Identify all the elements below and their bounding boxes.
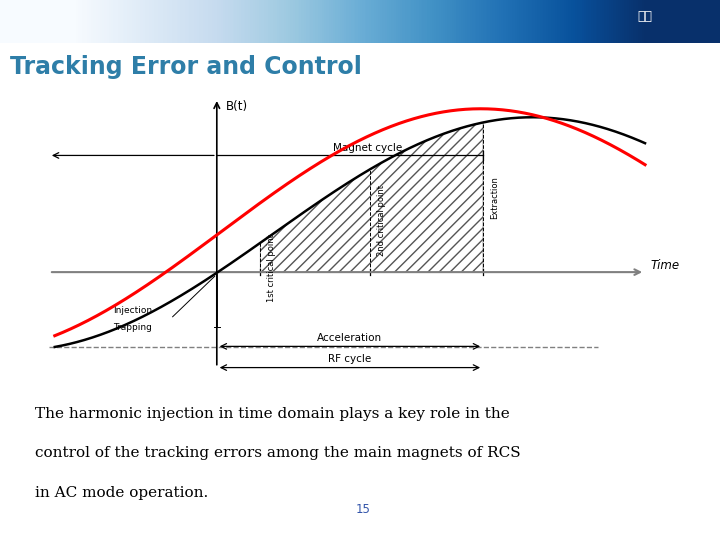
Text: Trapping: Trapping [112,323,151,332]
Text: B(t): B(t) [225,100,248,113]
Text: Extraction: Extraction [490,176,499,219]
Text: ource: ource [660,56,693,69]
Text: Time: Time [651,259,680,272]
Text: Acceleration: Acceleration [318,333,382,343]
Text: Tracking Error and Control: Tracking Error and Control [9,55,361,79]
Text: RF cycle: RF cycle [328,354,372,364]
Text: Injection: Injection [112,306,152,315]
Text: The harmonic injection in time domain plays a key role in the: The harmonic injection in time domain pl… [35,407,510,421]
Text: 15: 15 [356,503,371,516]
Text: Magnet cycle: Magnet cycle [333,143,402,153]
Text: 子源: 子源 [637,10,652,23]
Text: 1st critical point: 1st critical point [267,234,276,302]
Text: in AC mode operation.: in AC mode operation. [35,486,209,500]
Text: 2nd critical point: 2nd critical point [377,185,386,256]
Text: control of the tracking errors among the main magnets of RCS: control of the tracking errors among the… [35,447,521,461]
